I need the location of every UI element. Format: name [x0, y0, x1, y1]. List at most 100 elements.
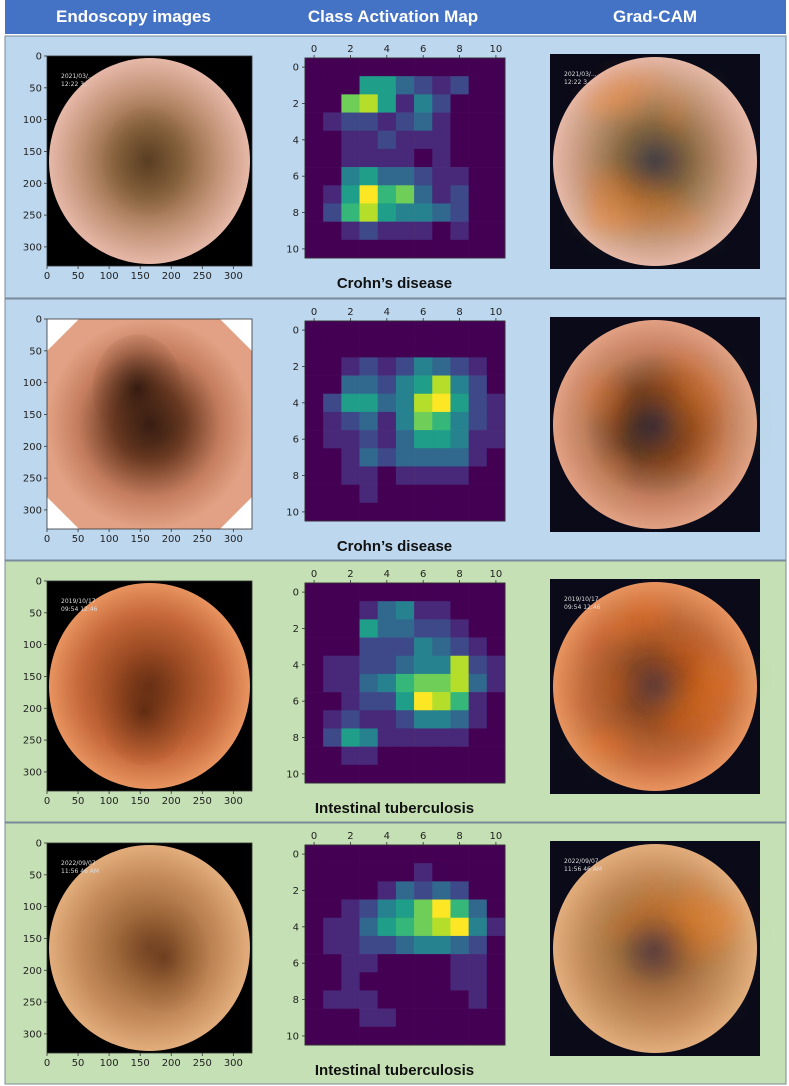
heatmap-cell — [359, 393, 379, 413]
gradcam-mid-blob — [585, 916, 610, 941]
heatmap-cell — [468, 728, 488, 747]
heatmap-cell — [432, 935, 451, 955]
heatmap-cell — [305, 130, 324, 150]
heatmap-cell — [486, 185, 506, 204]
x-tick-label: 300 — [224, 1058, 243, 1069]
heatmap-cell — [486, 1008, 506, 1028]
endoscopy-axes-frame — [46, 580, 253, 792]
heatmap-cell — [432, 881, 451, 900]
heatmap-cell — [450, 673, 469, 693]
heatmap-cell — [377, 917, 397, 937]
heatmap-cell — [414, 148, 433, 168]
heatmap-cell — [395, 148, 415, 168]
heatmap-cell — [450, 692, 469, 711]
heatmap-cell — [359, 239, 379, 259]
gradcam-timestamp: 2022/09/07 — [564, 858, 599, 865]
heatmap-cell — [377, 692, 397, 711]
heatmap-cell — [414, 972, 433, 991]
heatmap-cell — [359, 185, 379, 204]
heatmap-cell — [323, 430, 342, 449]
heatmap-cell — [395, 167, 415, 186]
heatmap-cell — [432, 655, 451, 675]
heatmap-cell — [359, 845, 379, 864]
heatmap-cell — [432, 637, 451, 657]
heatmap-cell — [432, 58, 451, 77]
heatmap-cell — [395, 76, 415, 95]
heatmap-cell — [414, 239, 433, 259]
heatmap-cell — [305, 221, 324, 241]
heatmap-cell — [468, 954, 488, 973]
gradcam-heat-blob — [603, 731, 631, 759]
heatmap-cell — [414, 583, 433, 602]
heatmap-cell — [468, 112, 488, 132]
cam-x-tick-label: 4 — [384, 307, 390, 318]
y-tick-label: 200 — [23, 179, 42, 190]
heatmap-cell — [395, 339, 415, 358]
cam-y-tick-label: 8 — [293, 471, 299, 482]
heatmap-cell — [323, 601, 342, 620]
heatmap-cell — [377, 881, 397, 900]
heatmap-cell — [432, 1008, 451, 1028]
heatmap-cell — [486, 935, 506, 955]
heatmap-cell — [323, 167, 342, 186]
heatmap-cell — [341, 1008, 360, 1028]
heatmap-cell — [432, 430, 451, 449]
gradcam-mid-blob — [623, 451, 648, 476]
heatmap-cell — [414, 203, 433, 222]
heatmap-cell — [323, 94, 342, 113]
gradcam-mid-blob — [719, 936, 744, 961]
heatmap-cell — [341, 583, 360, 602]
heatmap-cell — [450, 728, 469, 747]
heatmap-cell — [359, 339, 379, 358]
heatmap-cell — [305, 601, 324, 620]
heatmap-cell — [377, 502, 397, 522]
gradcam-heat-blob — [605, 451, 629, 476]
heatmap-cell — [377, 728, 397, 747]
heatmap-cell — [305, 1008, 324, 1028]
heatmap-cell — [341, 899, 360, 919]
heatmap-cell — [305, 692, 324, 711]
cam-x-tick-label: 8 — [456, 44, 462, 55]
heatmap-cell — [395, 130, 415, 150]
heatmap-cell — [323, 899, 342, 919]
heatmap-cell — [359, 637, 379, 657]
heatmap-cell — [486, 899, 506, 919]
heatmap-cell — [450, 94, 469, 113]
gradcam-panel — [550, 317, 763, 532]
y-tick-label: 50 — [29, 870, 42, 881]
gradcam-heat-blob — [700, 451, 725, 476]
heatmap-cell — [377, 393, 397, 413]
x-tick-label: 250 — [193, 1058, 212, 1069]
heatmap-cell — [377, 375, 397, 395]
heatmap-cell — [486, 710, 506, 729]
cam-x-tick-label: 2 — [347, 831, 353, 842]
heatmap-cell — [395, 655, 415, 675]
gradcam-mid-blob — [604, 432, 629, 457]
heatmap-cell — [395, 411, 415, 431]
heatmap-cell — [432, 899, 451, 919]
heatmap-cell — [450, 484, 469, 504]
heatmap-cell — [486, 764, 506, 784]
gradcam-mid-blob — [681, 615, 706, 640]
x-tick-label: 150 — [131, 271, 150, 282]
heatmap-cell — [395, 321, 415, 340]
heatmap-cell — [468, 972, 488, 991]
heatmap-cell — [395, 990, 415, 1009]
heatmap-cell — [323, 239, 342, 259]
cam-y-tick-label: 4 — [293, 922, 299, 933]
heatmap-cell — [323, 112, 342, 132]
cam-y-tick-label: 0 — [293, 326, 299, 337]
gradcam-mid-blob — [604, 129, 629, 154]
endoscopy-axes-frame — [46, 842, 253, 1054]
heatmap-cell — [486, 484, 506, 504]
heatmap-cell — [450, 954, 469, 973]
heatmap-cell — [359, 863, 379, 882]
heatmap-cell — [468, 448, 488, 467]
heatmap-cell — [341, 764, 360, 784]
y-tick-label: 200 — [23, 704, 42, 715]
heatmap-cell — [305, 899, 324, 919]
heatmap-cell — [432, 601, 451, 620]
heatmap-cell — [377, 990, 397, 1009]
heatmap-cell — [414, 673, 433, 693]
